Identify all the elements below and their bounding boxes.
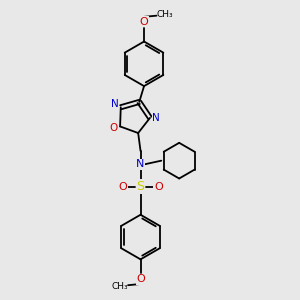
- Text: O: O: [136, 274, 145, 284]
- Text: N: N: [152, 113, 160, 123]
- Text: O: O: [118, 182, 127, 191]
- Text: N: N: [136, 159, 145, 169]
- Text: O: O: [110, 123, 118, 133]
- Text: CH₃: CH₃: [157, 10, 173, 19]
- Text: O: O: [140, 16, 148, 27]
- Text: CH₃: CH₃: [111, 282, 128, 291]
- Text: S: S: [136, 180, 145, 193]
- Text: O: O: [154, 182, 163, 191]
- Text: N: N: [111, 99, 119, 109]
